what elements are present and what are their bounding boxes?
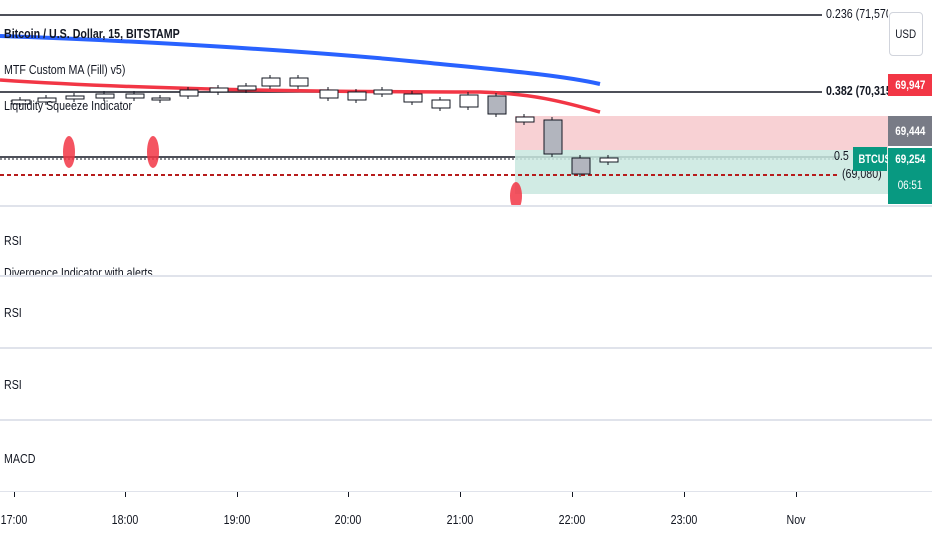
pane-label-rsi[interactable]: RSI bbox=[4, 377, 22, 392]
candle-body bbox=[347, 91, 367, 101]
candle-body bbox=[237, 85, 257, 91]
pane-label-rsi[interactable]: RSI bbox=[4, 305, 22, 320]
pane-label-divergence[interactable]: Divergence Indicator with alerts bbox=[4, 265, 153, 277]
candle-body bbox=[37, 97, 57, 103]
time-tick-label: 17:00 bbox=[0, 512, 28, 527]
time-tick-label: 22:00 bbox=[558, 512, 586, 527]
candle-body bbox=[373, 89, 393, 95]
candle-body bbox=[11, 99, 31, 105]
squeeze-dot bbox=[147, 136, 159, 168]
candles-group bbox=[11, 75, 619, 177]
time-tick-label: 20:00 bbox=[334, 512, 362, 527]
pane-rsi-1[interactable]: RSI Divergence Indicator with alerts bbox=[0, 205, 932, 277]
candle-body bbox=[151, 97, 171, 101]
time-tick-label: 19:00 bbox=[223, 512, 251, 527]
candle-body bbox=[125, 93, 145, 99]
symbol-badge: BTCUSD bbox=[853, 147, 888, 171]
time-tick-mark bbox=[460, 492, 461, 497]
candle-body bbox=[319, 89, 339, 99]
candle-body bbox=[289, 77, 309, 87]
fib-label-0236: 0.236 (71,570) - bbox=[826, 6, 888, 21]
candle-body bbox=[487, 95, 507, 115]
candle-body bbox=[95, 93, 115, 99]
candle-body bbox=[543, 119, 563, 155]
candle-body bbox=[65, 95, 85, 100]
time-tick-mark bbox=[14, 492, 15, 497]
candle-body bbox=[431, 99, 451, 109]
price-tag-gray: 69,444 bbox=[888, 116, 932, 146]
time-tick-mark bbox=[237, 492, 238, 497]
bar-countdown: 06:51 bbox=[888, 170, 932, 204]
squeeze-dot bbox=[510, 182, 522, 206]
time-tick-mark bbox=[125, 492, 126, 497]
fib-label-05: 0.5 bbox=[834, 148, 849, 163]
candle-body bbox=[209, 87, 229, 93]
main-chart-pane[interactable]: Bitcoin / U.S. Dollar, 15, BITSTAMP MTF … bbox=[0, 0, 888, 206]
ma-red-line bbox=[0, 78, 601, 114]
candle-body bbox=[599, 157, 619, 163]
pane-rsi-3[interactable]: RSI bbox=[0, 347, 932, 421]
candle-body bbox=[403, 93, 423, 103]
time-axis[interactable]: 17:00 18:00 19:00 20:00 21:00 22:00 23:00 Nov bbox=[0, 491, 932, 536]
supply-zone bbox=[515, 116, 888, 150]
symbol-title[interactable]: Bitcoin / U.S. Dollar, 15, BITSTAMP bbox=[4, 26, 180, 41]
time-tick-mark bbox=[572, 492, 573, 497]
squeeze-dot bbox=[63, 136, 75, 168]
time-tick-label: 21:00 bbox=[446, 512, 474, 527]
candle-body bbox=[459, 94, 479, 108]
candle-body bbox=[515, 116, 535, 123]
candle-body bbox=[179, 89, 199, 97]
time-tick-label: 23:00 bbox=[670, 512, 698, 527]
pane-rsi-2[interactable]: RSI bbox=[0, 275, 932, 349]
demand-zone bbox=[515, 150, 888, 194]
price-tag-last: 69,254 bbox=[888, 148, 932, 170]
currency-button[interactable]: USD bbox=[889, 12, 923, 56]
pane-label-rsi[interactable]: RSI bbox=[4, 233, 22, 248]
time-tick-mark bbox=[796, 492, 797, 497]
indicator-ma-label[interactable]: MTF Custom MA (Fill) v5) bbox=[4, 62, 126, 77]
time-tick-mark bbox=[348, 492, 349, 497]
ma-blue-line bbox=[0, 34, 601, 86]
fib-label-0382: 0.382 (70,315) - bbox=[826, 83, 888, 98]
candle-body bbox=[261, 77, 281, 87]
pane-label-macd[interactable]: MACD bbox=[4, 451, 36, 466]
time-tick-label: Nov bbox=[786, 512, 806, 527]
time-tick-mark bbox=[684, 492, 685, 497]
pane-macd[interactable]: MACD bbox=[0, 419, 932, 493]
price-tag-ma-red: 69,947 bbox=[888, 74, 932, 96]
time-tick-label: 18:00 bbox=[111, 512, 139, 527]
main-chart-canvas[interactable] bbox=[0, 0, 888, 206]
indicator-squeeze-label[interactable]: Liquidity Squeeze Indicator bbox=[4, 98, 133, 113]
candle-body bbox=[571, 157, 591, 175]
